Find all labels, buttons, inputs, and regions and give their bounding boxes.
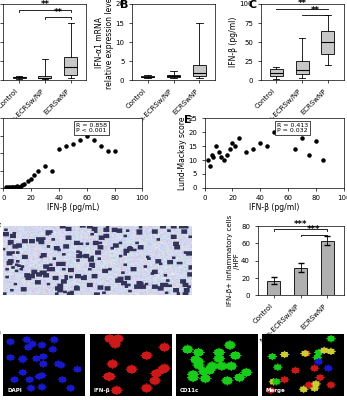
Point: [227, 146, 232, 152]
Point: [49, 167, 55, 174]
Point: [5, 184, 10, 190]
X-axis label: IFN-β (pg/ml): IFN-β (pg/ml): [249, 203, 299, 212]
Point: [306, 151, 312, 158]
Point: [224, 151, 230, 158]
Text: DAPI: DAPI: [8, 388, 22, 393]
Y-axis label: IFN-α1 mRNA
relative expression level: IFN-α1 mRNA relative expression level: [95, 0, 114, 89]
Text: R = 0.858
P < 0.001: R = 0.858 P < 0.001: [76, 122, 107, 133]
PathPatch shape: [167, 74, 180, 77]
Point: [285, 129, 291, 136]
Point: [299, 135, 305, 141]
PathPatch shape: [296, 61, 308, 74]
X-axis label: IFN-β (pg/mL): IFN-β (pg/mL): [47, 203, 99, 212]
Point: [221, 157, 227, 163]
Point: [9, 184, 15, 191]
Point: [84, 133, 90, 139]
Bar: [294, 268, 307, 295]
PathPatch shape: [322, 31, 335, 54]
Point: [244, 148, 249, 155]
Text: C: C: [248, 0, 256, 10]
Point: [35, 167, 41, 174]
Point: [56, 146, 62, 152]
Point: [42, 163, 48, 169]
Text: **: **: [41, 0, 49, 9]
Point: [31, 172, 37, 178]
Text: **: **: [53, 8, 62, 16]
Point: [28, 176, 34, 182]
Point: [6, 184, 12, 191]
Y-axis label: IFN-β (pg/ml): IFN-β (pg/ml): [229, 17, 238, 67]
Point: [264, 143, 270, 150]
Point: [3, 184, 9, 191]
Point: [257, 140, 263, 147]
Point: [105, 147, 110, 154]
Point: [91, 137, 96, 143]
Text: ***: ***: [294, 220, 307, 229]
Point: [12, 184, 17, 190]
PathPatch shape: [141, 76, 154, 77]
Y-axis label: Lund-Mackay score: Lund-Mackay score: [178, 116, 187, 190]
Text: IFN-β: IFN-β: [94, 388, 110, 393]
Point: [313, 138, 319, 144]
Bar: [267, 281, 280, 295]
Point: [271, 129, 277, 136]
Text: **: **: [311, 6, 320, 14]
PathPatch shape: [12, 76, 25, 78]
Point: [17, 184, 23, 191]
Point: [216, 148, 221, 155]
Point: [292, 146, 298, 152]
Point: [63, 143, 69, 150]
Text: E: E: [184, 115, 192, 125]
Point: [251, 146, 256, 152]
Point: [210, 154, 216, 160]
Text: R = 0.413
P = 0.032: R = 0.413 P = 0.032: [277, 122, 308, 133]
Point: [209, 151, 214, 158]
Text: **: **: [298, 0, 306, 8]
Point: [22, 180, 27, 187]
Point: [112, 148, 117, 155]
Point: [77, 137, 83, 143]
Point: [219, 154, 224, 160]
PathPatch shape: [39, 76, 51, 78]
Point: [98, 143, 103, 150]
PathPatch shape: [65, 58, 77, 74]
Point: [19, 182, 24, 188]
Bar: [321, 241, 334, 295]
Point: [208, 162, 213, 169]
Point: [205, 157, 210, 163]
Text: B: B: [120, 0, 128, 10]
Text: Merge: Merge: [266, 388, 286, 393]
Point: [213, 143, 219, 150]
Point: [8, 184, 13, 190]
Point: [320, 157, 325, 163]
Point: [278, 124, 284, 130]
Point: [26, 178, 31, 184]
Point: [16, 184, 22, 190]
Text: CD11c: CD11c: [180, 388, 199, 393]
Point: [15, 183, 20, 189]
PathPatch shape: [193, 65, 206, 76]
Point: [10, 184, 16, 190]
Point: [13, 183, 19, 190]
Text: ***: ***: [307, 225, 321, 234]
Point: [70, 141, 76, 148]
PathPatch shape: [270, 69, 282, 76]
Point: [232, 143, 238, 150]
Point: [237, 135, 242, 141]
Y-axis label: IFN-β+ inflammatory cells
/HPF: IFN-β+ inflammatory cells /HPF: [227, 215, 240, 306]
Point: [230, 140, 235, 147]
Text: F: F: [0, 222, 1, 232]
